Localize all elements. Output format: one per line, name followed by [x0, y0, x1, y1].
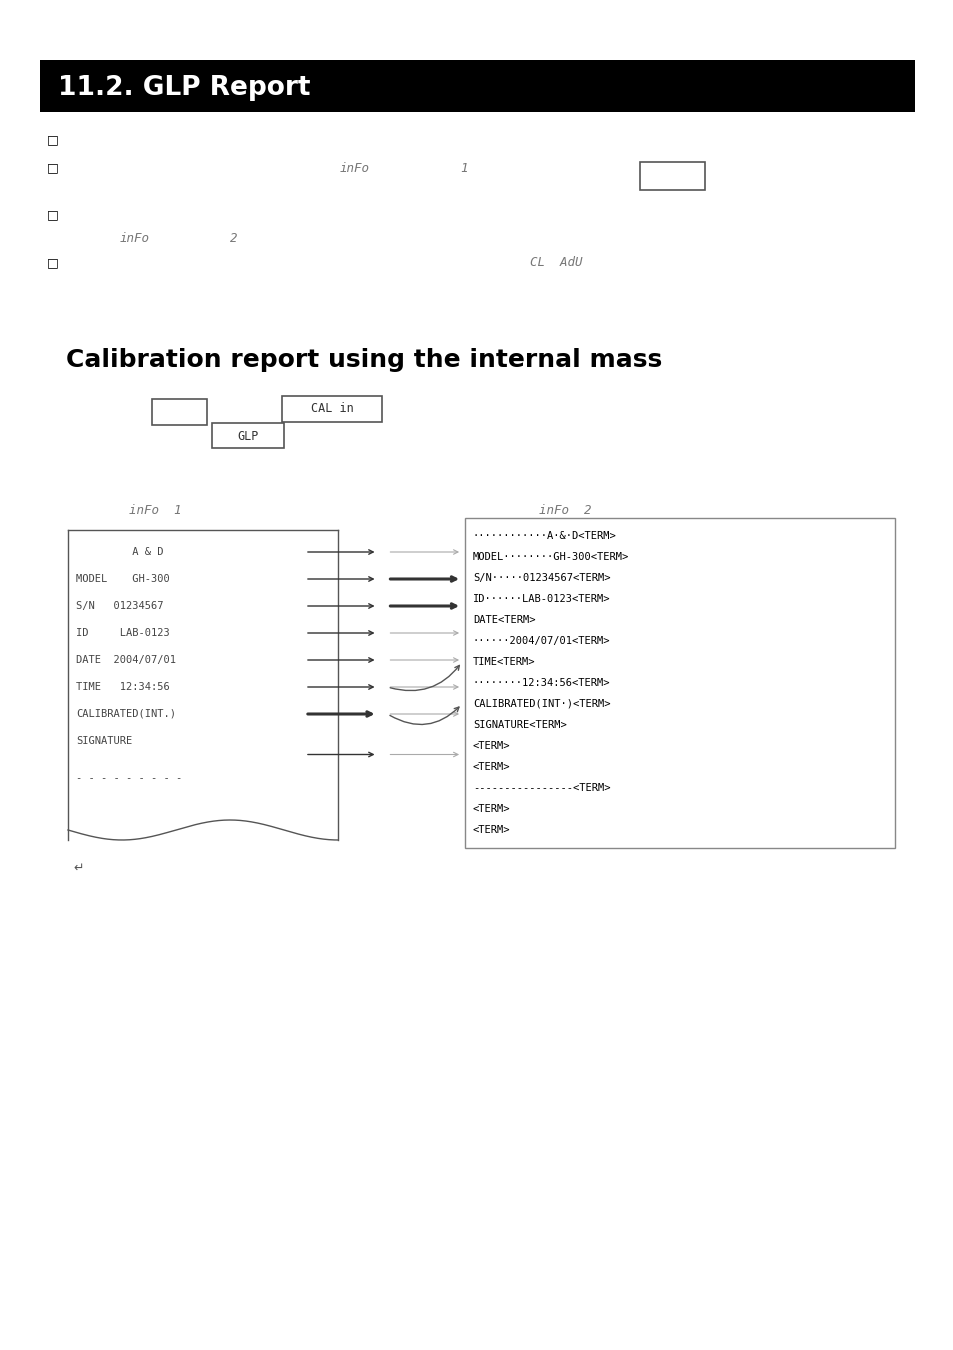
Text: <TERM>: <TERM>	[473, 825, 510, 836]
Text: A & D: A & D	[76, 547, 163, 558]
Bar	[40, 59, 914, 112]
Text: ······2004/07/01<TERM>: ······2004/07/01<TERM>	[473, 636, 610, 647]
Text: ············A·&·D<TERM>: ············A·&·D<TERM>	[473, 531, 616, 541]
Text: CL  AdU: CL AdU	[530, 256, 582, 270]
Text: inFo: inFo	[120, 231, 150, 244]
Text: inFo  2: inFo 2	[538, 504, 591, 517]
Text: ID     LAB-0123: ID LAB-0123	[76, 628, 170, 639]
Bar	[464, 518, 894, 848]
Text: CALIBRATED(INT.): CALIBRATED(INT.)	[76, 709, 175, 720]
Bar	[152, 400, 207, 425]
Text: CALIBRATED(INT·)<TERM>: CALIBRATED(INT·)<TERM>	[473, 699, 610, 709]
Text: MODEL    GH-300: MODEL GH-300	[76, 574, 170, 585]
Text: 11.2. GLP Report: 11.2. GLP Report	[58, 76, 310, 101]
Text: <TERM>: <TERM>	[473, 741, 510, 751]
Text: SIGNATURE<TERM>: SIGNATURE<TERM>	[473, 720, 566, 730]
Text: □: □	[47, 134, 59, 147]
Text: TIME   12:34:56: TIME 12:34:56	[76, 682, 170, 693]
Text: Calibration report using the internal mass: Calibration report using the internal ma…	[66, 348, 661, 373]
Text: □: □	[47, 256, 59, 270]
Text: MODEL········GH-300<TERM>: MODEL········GH-300<TERM>	[473, 552, 629, 562]
Text: inFo  1: inFo 1	[129, 504, 181, 517]
Text: S/N   01234567: S/N 01234567	[76, 601, 163, 612]
Text: SIGNATURE: SIGNATURE	[76, 736, 132, 747]
Bar	[639, 162, 704, 190]
Text: <TERM>: <TERM>	[473, 761, 510, 772]
Text: ↵: ↵	[73, 861, 84, 875]
Text: DATE  2004/07/01: DATE 2004/07/01	[76, 655, 175, 666]
Text: ········12:34:56<TERM>: ········12:34:56<TERM>	[473, 678, 610, 688]
Text: <TERM>: <TERM>	[473, 805, 510, 814]
Text: 1: 1	[459, 162, 467, 174]
Text: □: □	[47, 162, 59, 174]
Text: TIME<TERM>: TIME<TERM>	[473, 657, 535, 667]
Text: 2: 2	[230, 231, 237, 244]
Text: - - - - - - - - -: - - - - - - - - -	[76, 774, 182, 783]
Text: ----------------<TERM>: ----------------<TERM>	[473, 783, 610, 792]
Text: □: □	[47, 208, 59, 221]
Bar	[212, 423, 284, 448]
Text: S/N·····01234567<TERM>: S/N·····01234567<TERM>	[473, 572, 610, 583]
Text: ID······LAB-0123<TERM>: ID······LAB-0123<TERM>	[473, 594, 610, 603]
Bar	[282, 396, 381, 423]
Text: DATE<TERM>: DATE<TERM>	[473, 616, 535, 625]
Text: GLP: GLP	[237, 429, 258, 443]
Text: inFo: inFo	[339, 162, 370, 174]
Text: CAL in: CAL in	[311, 402, 353, 416]
